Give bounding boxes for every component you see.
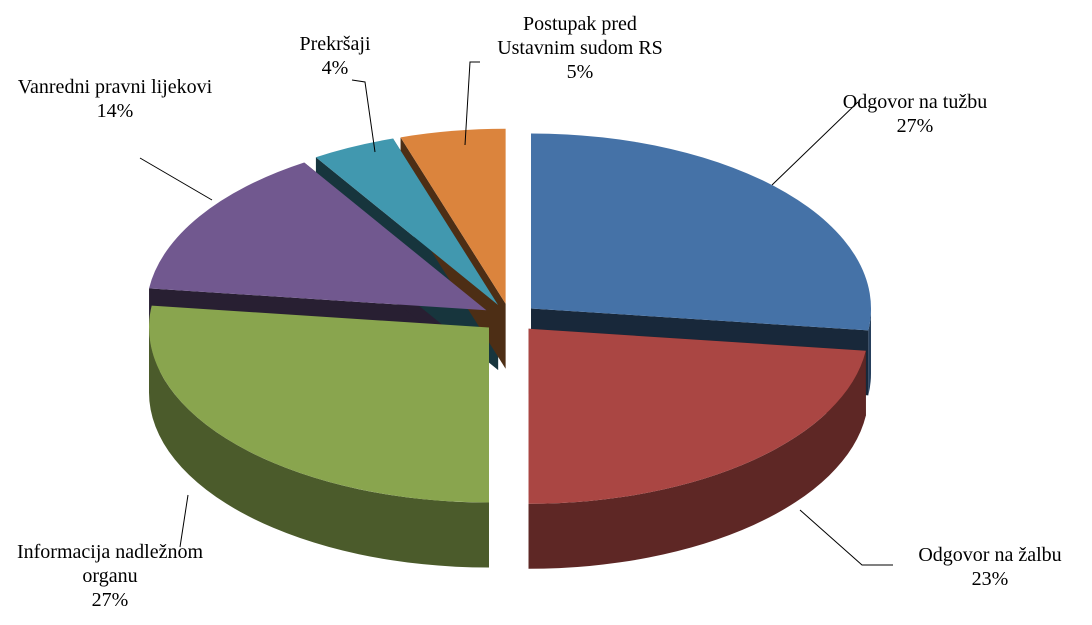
slice-sides <box>148 308 872 569</box>
slice-value: 5% <box>566 61 594 83</box>
slice-tops <box>148 128 872 504</box>
leader-line <box>799 509 893 566</box>
slice-value: 23% <box>971 568 1009 590</box>
pie-slice <box>148 305 489 503</box>
slice-name: Odgovor na žalbu <box>918 544 1062 566</box>
slice-name: Odgovor na tužbu <box>842 91 988 113</box>
slice-name: Vanredni pravni lijekovi <box>17 76 213 98</box>
slice-name: Informacija nadležnom organu <box>16 541 204 587</box>
leader-line <box>139 157 213 201</box>
slice-value: 4% <box>321 57 349 79</box>
leader-line <box>179 494 189 548</box>
leader-line <box>464 61 480 146</box>
slice-label: Postupak pred Ustavnim sudom RS 5% <box>493 12 668 84</box>
slice-value: 27% <box>896 115 934 137</box>
slice-label: Prekršaji 4% <box>275 32 395 80</box>
slice-outer-wall <box>868 308 872 396</box>
slice-label: Odgovor na tužbu 27% <box>820 90 1010 138</box>
slice-name: Postupak pred Ustavnim sudom RS <box>497 13 663 59</box>
pie-slice <box>149 162 487 311</box>
pie-slice <box>315 138 499 305</box>
slice-outer-wall <box>148 327 489 568</box>
slice-value: 14% <box>96 100 134 122</box>
pie-slice <box>531 133 872 331</box>
slice-label: Informacija nadležnom organu 27% <box>10 540 210 612</box>
slice-label: Odgovor na žalbu 23% <box>895 543 1085 591</box>
leader-line <box>351 79 376 153</box>
leader-line <box>771 101 859 186</box>
slice-outer-wall <box>528 350 866 569</box>
pie-slice <box>528 328 866 504</box>
slice-label: Vanredni pravni lijekovi 14% <box>15 75 215 123</box>
slice-name: Prekršaji <box>299 33 371 55</box>
pie-slice <box>400 128 506 304</box>
slice-value: 27% <box>91 589 129 611</box>
